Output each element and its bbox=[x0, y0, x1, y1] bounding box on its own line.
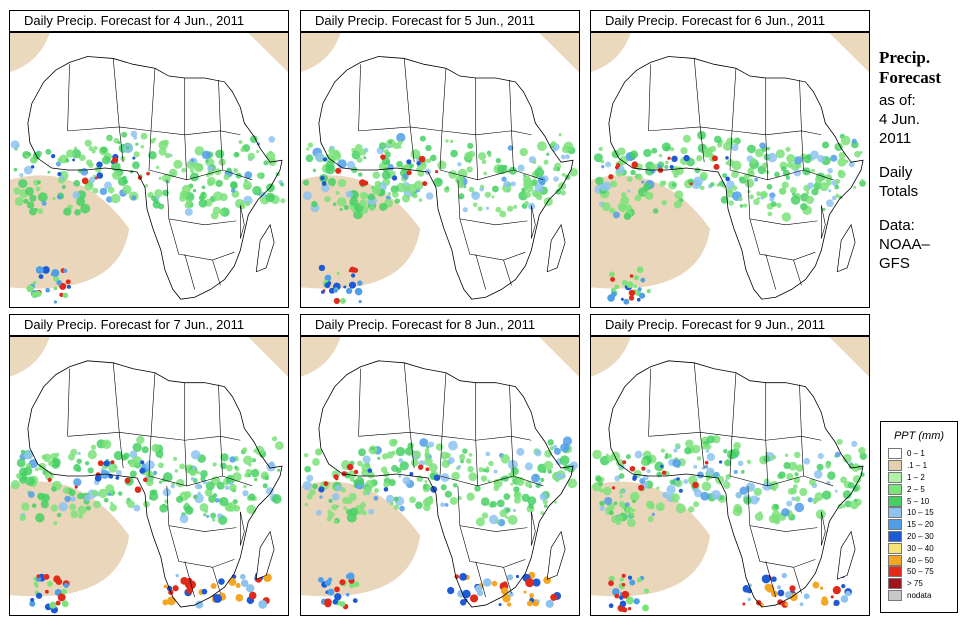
legend-swatch bbox=[888, 448, 902, 460]
legend-item: 1 – 2 bbox=[888, 471, 957, 484]
forecast-panel: Daily Precip. Forecast for 8 Jun., 2011 bbox=[300, 314, 580, 616]
legend-item: 40 – 50 bbox=[888, 554, 957, 566]
legend-item: 2 – 5 bbox=[888, 483, 957, 495]
legend-label: 5 – 10 bbox=[907, 496, 930, 506]
forecast-panel: Daily Precip. Forecast for 9 Jun., 2011 bbox=[590, 314, 870, 616]
legend-item: 30 – 40 bbox=[888, 542, 957, 554]
caption-totals: Daily bbox=[879, 164, 913, 181]
legend-label: 50 – 75 bbox=[907, 567, 934, 577]
panel-title: Daily Precip. Forecast for 7 Jun., 2011 bbox=[9, 314, 289, 336]
legend-label: 15 – 20 bbox=[907, 520, 934, 530]
legend-swatch bbox=[888, 460, 902, 472]
precip-map[interactable] bbox=[300, 336, 580, 616]
forecast-panel: Daily Precip. Forecast for 7 Jun., 2011 bbox=[9, 314, 289, 616]
precip-map[interactable] bbox=[590, 32, 870, 308]
legend-swatch bbox=[888, 530, 902, 542]
legend-swatch bbox=[888, 483, 902, 495]
caption-heading: Forecast bbox=[879, 68, 941, 87]
legend-item: .1 – 1 bbox=[888, 460, 957, 472]
precip-map[interactable] bbox=[300, 32, 580, 308]
forecast-panel: Daily Precip. Forecast for 6 Jun., 2011 bbox=[590, 10, 870, 308]
precip-map[interactable] bbox=[9, 336, 289, 616]
panel-title: Daily Precip. Forecast for 8 Jun., 2011 bbox=[300, 314, 580, 336]
legend-label: > 75 bbox=[907, 579, 923, 589]
legend-swatch bbox=[888, 566, 902, 578]
legend-title: PPT (mm) bbox=[893, 430, 945, 442]
caption-totals: Totals bbox=[879, 183, 919, 200]
legend-item: 0 – 1 bbox=[888, 448, 957, 460]
legend-label: 10 – 15 bbox=[907, 508, 934, 518]
legend-label: .1 – 1 bbox=[907, 461, 928, 471]
caption-heading: Precip. bbox=[879, 48, 931, 67]
panel-title: Daily Precip. Forecast for 5 Jun., 2011 bbox=[300, 10, 580, 32]
caption-as-of: as of: bbox=[879, 92, 916, 109]
caption-date: 4 Jun. bbox=[879, 111, 920, 128]
legend-swatch bbox=[888, 589, 902, 601]
legend-swatch bbox=[888, 507, 902, 519]
legend-swatch bbox=[888, 495, 902, 507]
legend-label: nodata bbox=[907, 590, 932, 600]
legend-item: > 75 bbox=[888, 578, 957, 590]
legend-swatch bbox=[888, 554, 902, 566]
caption-data-source: GFS bbox=[879, 255, 910, 272]
legend-item: 10 – 15 bbox=[888, 507, 957, 519]
panel-title: Daily Precip. Forecast for 9 Jun., 2011 bbox=[590, 314, 870, 336]
legend-item: 15 – 20 bbox=[888, 519, 957, 531]
caption-data-source: NOAA– bbox=[879, 236, 930, 253]
legend-item: 5 – 10 bbox=[888, 495, 957, 507]
legend-swatch bbox=[888, 578, 902, 590]
legend-item: 20 – 30 bbox=[888, 530, 957, 543]
forecast-panel: Daily Precip. Forecast for 4 Jun., 2011 bbox=[9, 10, 289, 308]
precip-map[interactable] bbox=[590, 336, 870, 616]
forecast-panel: Daily Precip. Forecast for 5 Jun., 2011 bbox=[300, 10, 580, 308]
legend-label: 20 – 30 bbox=[907, 531, 934, 541]
precip-map[interactable] bbox=[9, 32, 289, 308]
legend-label: 2 – 5 bbox=[907, 484, 925, 494]
caption-data-source: Data: bbox=[879, 217, 915, 234]
legend-label: 30 – 40 bbox=[907, 543, 934, 553]
panel-title: Daily Precip. Forecast for 6 Jun., 2011 bbox=[590, 10, 870, 32]
legend-swatch bbox=[888, 471, 902, 483]
legend-item: nodata bbox=[888, 589, 957, 602]
panel-title: Daily Precip. Forecast for 4 Jun., 2011 bbox=[9, 10, 289, 32]
map-caption: Precip. Forecast as of: 4 Jun. 2011 Dail… bbox=[879, 48, 963, 273]
caption-date: 2011 bbox=[879, 130, 912, 147]
legend-swatch bbox=[888, 519, 902, 531]
legend-label: 1 – 2 bbox=[907, 472, 925, 482]
legend-item: 50 – 75 bbox=[888, 566, 957, 578]
legend-label: 40 – 50 bbox=[907, 555, 934, 565]
legend-label: 0 – 1 bbox=[907, 449, 925, 459]
legend-swatch bbox=[888, 542, 902, 554]
